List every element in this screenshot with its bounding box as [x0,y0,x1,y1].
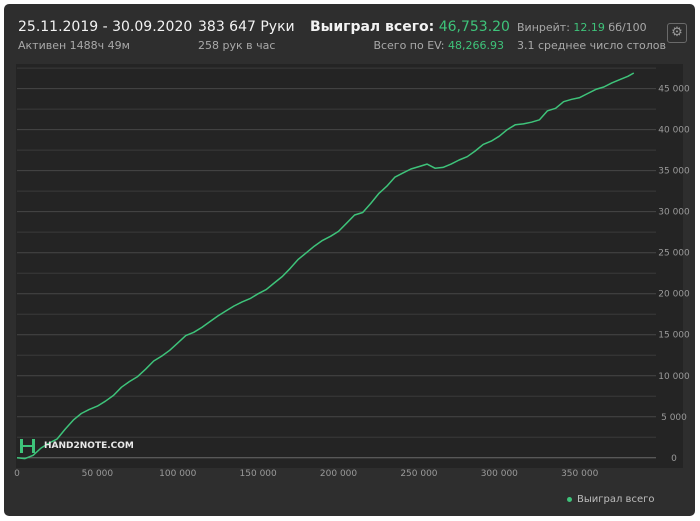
y-tick-label: 5 000 [661,413,687,423]
won-total-value: 46,753.20 [438,19,510,35]
series-line [16,72,635,460]
y-tick-label: 10 000 [658,372,690,382]
grid-lines [17,67,656,459]
y-tick-label: 40 000 [658,126,690,136]
y-tick-label: 25 000 [658,249,690,259]
active-time: Активен 1488ч 49м [18,39,130,52]
x-tick-label: 150 000 [240,469,277,479]
ev-total-value: 48,266.93 [448,39,504,52]
x-tick-label: 250 000 [400,469,437,479]
winrate-value: 12.19 [573,21,605,34]
gear-icon[interactable]: ⚙ [667,23,687,43]
winrate: Винрейт: 12.19 бб/100 [517,21,647,34]
x-tick-label: 100 000 [159,469,196,479]
legend-dot-icon [567,496,572,502]
y-tick-label: 35 000 [658,167,690,177]
hand2note-logo-icon [20,439,35,453]
ev-total: Всего по EV: 48,266.93 [373,39,504,52]
x-tick-label: 200 000 [320,469,357,479]
avg-tables: 3.1 среднее число столов [517,39,666,52]
y-tick-label: 15 000 [658,331,690,341]
y-tick-label: 45 000 [658,85,690,95]
y-tick-label: 0 [671,454,677,464]
legend[interactable]: Выиграл всего [567,494,654,505]
ev-total-label: Всего по EV: [373,39,445,52]
hand2note-logo: HAND2NOTE.COM [18,438,134,454]
hands-count: 383 647 Руки [198,19,295,35]
won-total: Выиграл всего: 46,753.20 [310,19,510,35]
x-tick-label: 50 000 [82,469,114,479]
y-axis-ticks: 0 5 000 10 000 15 000 20 000 25 000 30 000 35 0… [658,85,690,464]
chart-area [16,64,683,468]
legend-label: Выиграл всего [577,494,655,505]
series-layer [16,72,635,460]
logo-text: HAND2NOTE.COM [44,441,134,451]
date-range[interactable]: 25.11.2019 - 30.09.2020 [18,19,193,35]
equity-chart: 0 50 000 100 000 150 000 200 000 250 000 300 0… [14,67,690,479]
x-tick-label: 350 000 [561,469,598,479]
y-tick-label: 20 000 [658,290,690,300]
stats-panel: 25.11.2019 - 30.09.2020 Активен 1488ч 49… [4,4,695,516]
won-total-label: Выиграл всего: [310,19,435,35]
winrate-label: Винрейт: [517,21,570,34]
y-tick-label: 30 000 [658,208,690,218]
hands-per-hour: 258 рук в час [198,39,276,52]
x-axis-ticks: 0 50 000 100 000 150 000 200 000 250 000 300 0… [14,469,598,479]
x-tick-label: 300 000 [481,469,518,479]
x-tick-label: 0 [14,469,20,479]
winrate-unit: бб/100 [608,21,647,34]
